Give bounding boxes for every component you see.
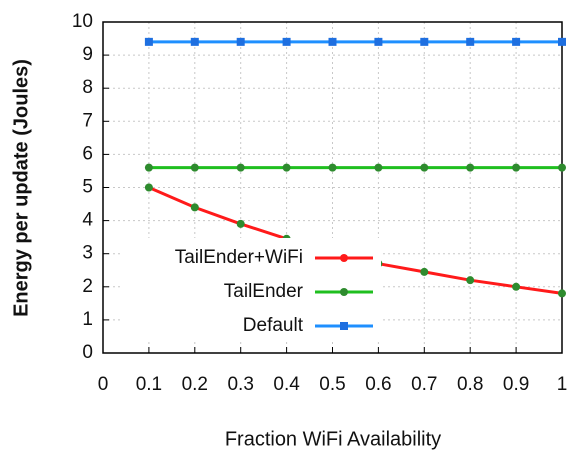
marker [328,37,337,46]
x-axis-label: Fraction WiFi Availability [225,428,441,450]
marker [144,37,153,46]
y-tick-label: 1 [82,309,93,330]
y-tick-label: 0 [82,342,93,363]
marker [328,163,337,172]
x-tick-label: 0.4 [273,374,300,395]
marker [190,163,199,172]
marker [190,203,199,212]
x-tick-label: 0.2 [182,374,208,395]
legend-label: TailEnder+WiFi [175,247,303,268]
y-tick-label: 3 [82,243,93,264]
x-tick-label: 0.5 [319,374,345,395]
legend-marker [340,322,348,330]
y-tick-label: 2 [82,276,93,297]
marker [374,163,383,172]
marker [512,282,521,291]
marker [466,163,475,172]
marker [236,163,245,172]
legend-label: Default [243,315,304,336]
y-tick-label: 4 [82,210,93,231]
legend-marker [340,254,348,262]
y-axis-label: Energy per update (Joules) [10,59,32,317]
marker [420,267,429,276]
x-tick-label: 0.9 [503,374,529,395]
marker [466,276,475,285]
marker [236,37,245,46]
y-tick-label: 7 [82,110,93,131]
x-tick-label: 1 [557,374,568,395]
x-tick-label: 0.3 [227,374,253,395]
marker [144,183,153,192]
y-tick-label: 10 [72,11,93,32]
marker [558,37,566,46]
marker [558,289,566,298]
marker [190,37,199,46]
marker [466,37,475,46]
marker [512,37,521,46]
marker [374,37,383,46]
marker [420,163,429,172]
marker [144,163,153,172]
marker [236,219,245,228]
marker [282,163,291,172]
marker [558,163,566,172]
x-tick-label: 0 [98,374,109,395]
x-tick-label: 0.7 [411,374,437,395]
y-tick-label: 6 [82,143,93,164]
x-tick-label: 0.8 [457,374,483,395]
marker [420,37,429,46]
marker [282,37,291,46]
y-tick-label: 8 [82,77,93,98]
x-tick-label: 0.1 [136,374,162,395]
legend-marker [340,288,348,296]
y-tick-label: 9 [82,44,93,65]
legend-label: TailEnder [224,281,304,302]
x-tick-label: 0.6 [365,374,391,395]
marker [512,163,521,172]
y-tick-label: 5 [82,177,93,198]
plot-frame [102,21,563,354]
